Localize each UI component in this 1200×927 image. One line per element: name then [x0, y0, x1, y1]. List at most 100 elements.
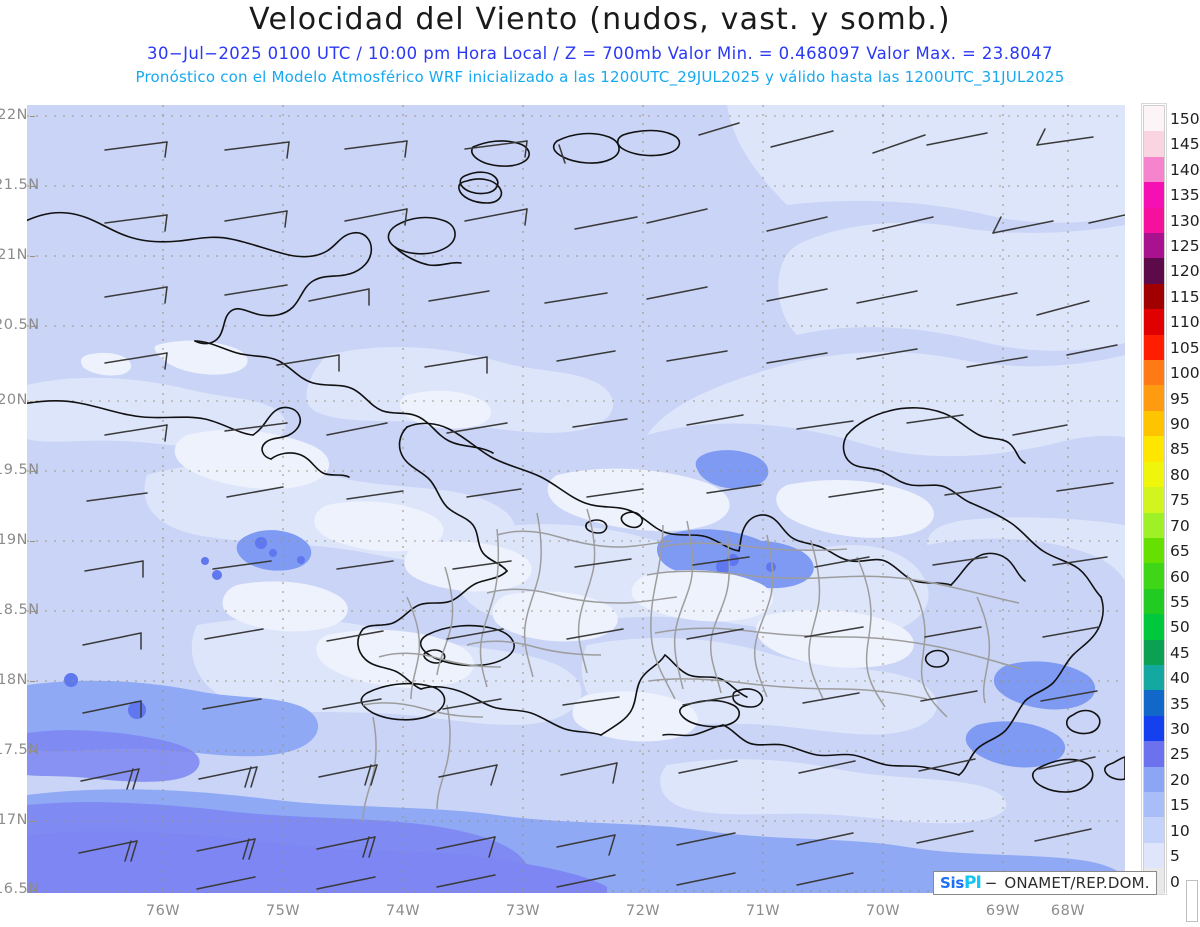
colorbar-tick-label: 100: [1170, 364, 1200, 383]
y-tick-mark: [30, 751, 35, 752]
y-tick-mark: [30, 890, 35, 891]
x-tick-label: 72W: [625, 903, 661, 919]
colorbar-segment: [1144, 664, 1164, 691]
y-tick-mark: [30, 256, 35, 257]
colorbar-segment: [1144, 182, 1164, 208]
colorbar-tick-label: 20: [1170, 770, 1190, 789]
colorbar-segment: [1144, 309, 1164, 335]
y-tick-label: 18.5N: [0, 602, 40, 618]
y-tick-mark: [30, 326, 35, 327]
x-tick-label: 68W: [1050, 903, 1086, 919]
colorbar-tick-label: 40: [1170, 669, 1190, 688]
colorbar-tick-label: 30: [1170, 720, 1190, 739]
shade-band-20-25-sw: [27, 730, 200, 782]
wind-barbs: [78, 122, 1125, 890]
x-tick-label: 76W: [145, 903, 181, 919]
colorbar-tick-label: 130: [1170, 211, 1200, 230]
colorbar-segment: [1144, 410, 1164, 437]
x-tick-label: 70W: [865, 903, 901, 919]
coastlines: [27, 129, 1125, 793]
logo-dash: −: [984, 874, 998, 892]
colorbar-tick-label: 115: [1170, 287, 1200, 306]
y-tick-label: 19.5N: [0, 462, 40, 478]
colorbar-tick-label: 60: [1170, 567, 1190, 586]
shade-deep-blue-spots: [64, 537, 776, 719]
colorbar-tick-label: 110: [1170, 313, 1200, 332]
subtitle-model-info: Pronóstico con el Modelo Atmosférico WRF…: [135, 68, 1065, 86]
colorbar-segment: [1144, 715, 1164, 742]
logo-sis-text: Sis: [940, 874, 964, 892]
colorbar-segment: [1144, 537, 1164, 564]
colorbar-segment: [1144, 360, 1164, 386]
colorbar-segment: [1144, 334, 1164, 361]
y-tick-mark: [30, 681, 35, 682]
y-tick-mark: [30, 471, 35, 472]
y-tick-mark: [30, 541, 35, 542]
logo-pi-icon: PI: [963, 873, 982, 893]
y-tick-label: 16.5N: [0, 881, 40, 897]
x-tick-label: 73W: [505, 903, 541, 919]
colorbar-segment: [1144, 385, 1164, 411]
colorbar-segment: [1144, 614, 1164, 640]
colorbar-tick-label: 25: [1170, 745, 1190, 764]
colorbar-segment: [1144, 639, 1164, 665]
colorbar[interactable]: [1143, 105, 1165, 894]
colorbar-tick-label: 80: [1170, 465, 1190, 484]
map-svg: [27, 105, 1125, 893]
colorbar-tick-label: 85: [1170, 440, 1190, 459]
y-tick-label: 19N: [0, 532, 28, 548]
x-tick-label: 74W: [385, 903, 421, 919]
colorbar-segment: [1144, 766, 1164, 792]
map-plot-area[interactable]: [27, 105, 1125, 893]
colorbar-tick-label: 50: [1170, 618, 1190, 637]
colorbar-tick-label: 35: [1170, 694, 1190, 713]
colorbar-segment: [1144, 156, 1164, 183]
colorbar-tick-label: 45: [1170, 643, 1190, 662]
y-tick-mark: [30, 821, 35, 822]
colorbar-tick-label: 120: [1170, 262, 1200, 281]
y-tick-mark: [30, 186, 35, 187]
colorbar-segment: [1144, 258, 1164, 284]
x-tick-label: 71W: [745, 903, 781, 919]
y-tick-mark: [30, 116, 35, 117]
y-tick-label: 21N: [0, 247, 28, 263]
colorbar-tick-label: 95: [1170, 389, 1190, 408]
x-tick-label: 69W: [985, 903, 1021, 919]
colorbar-tick-label: 15: [1170, 796, 1190, 815]
colorbar-segment: [1144, 207, 1164, 234]
colorbar-tick-label: 75: [1170, 491, 1190, 510]
colorbar-segment: [1144, 106, 1164, 132]
colorbar-tick-label: 135: [1170, 186, 1200, 205]
colorbar-tick-label: 65: [1170, 542, 1190, 561]
province-boundaries: [362, 508, 1022, 822]
y-tick-label: 17N: [0, 812, 28, 828]
colorbar-segment: [1144, 817, 1164, 843]
scroll-sliver[interactable]: [1186, 880, 1198, 922]
colorbar-tick-label: 70: [1170, 516, 1190, 535]
y-tick-label: 17.5N: [0, 742, 40, 758]
colorbar-segment: [1144, 487, 1164, 513]
colorbar-tick-label: 0: [1170, 872, 1180, 891]
colorbar-segment: [1144, 512, 1164, 538]
colorbar-tick-label: 90: [1170, 415, 1190, 433]
x-tick-label: 75W: [265, 903, 301, 919]
y-tick-label: 20N: [0, 392, 28, 408]
colorbar-segment: [1144, 436, 1164, 462]
logo-org-text: ONAMET/REP.DOM.: [1004, 874, 1150, 892]
y-tick-label: 20.5N: [0, 317, 40, 333]
colorbar-segment: [1144, 690, 1164, 716]
colorbar-segment: [1144, 842, 1164, 869]
colorbar-segment: [1144, 588, 1164, 615]
colorbar-tick-label: 125: [1170, 237, 1200, 256]
y-tick-mark: [30, 611, 35, 612]
y-tick-label: 22N: [0, 107, 28, 123]
y-tick-label: 18N: [0, 672, 28, 688]
colorbar-tick-label: 105: [1170, 338, 1200, 357]
colorbar-segment: [1144, 131, 1164, 157]
colorbar-tick-label: 150: [1170, 109, 1200, 128]
y-tick-label: 21.5N: [0, 177, 40, 193]
colorbar-tick-label: 10: [1170, 821, 1190, 840]
colorbar-tick-label: 145: [1170, 135, 1200, 154]
colorbar-tick-label: 5: [1170, 847, 1180, 866]
